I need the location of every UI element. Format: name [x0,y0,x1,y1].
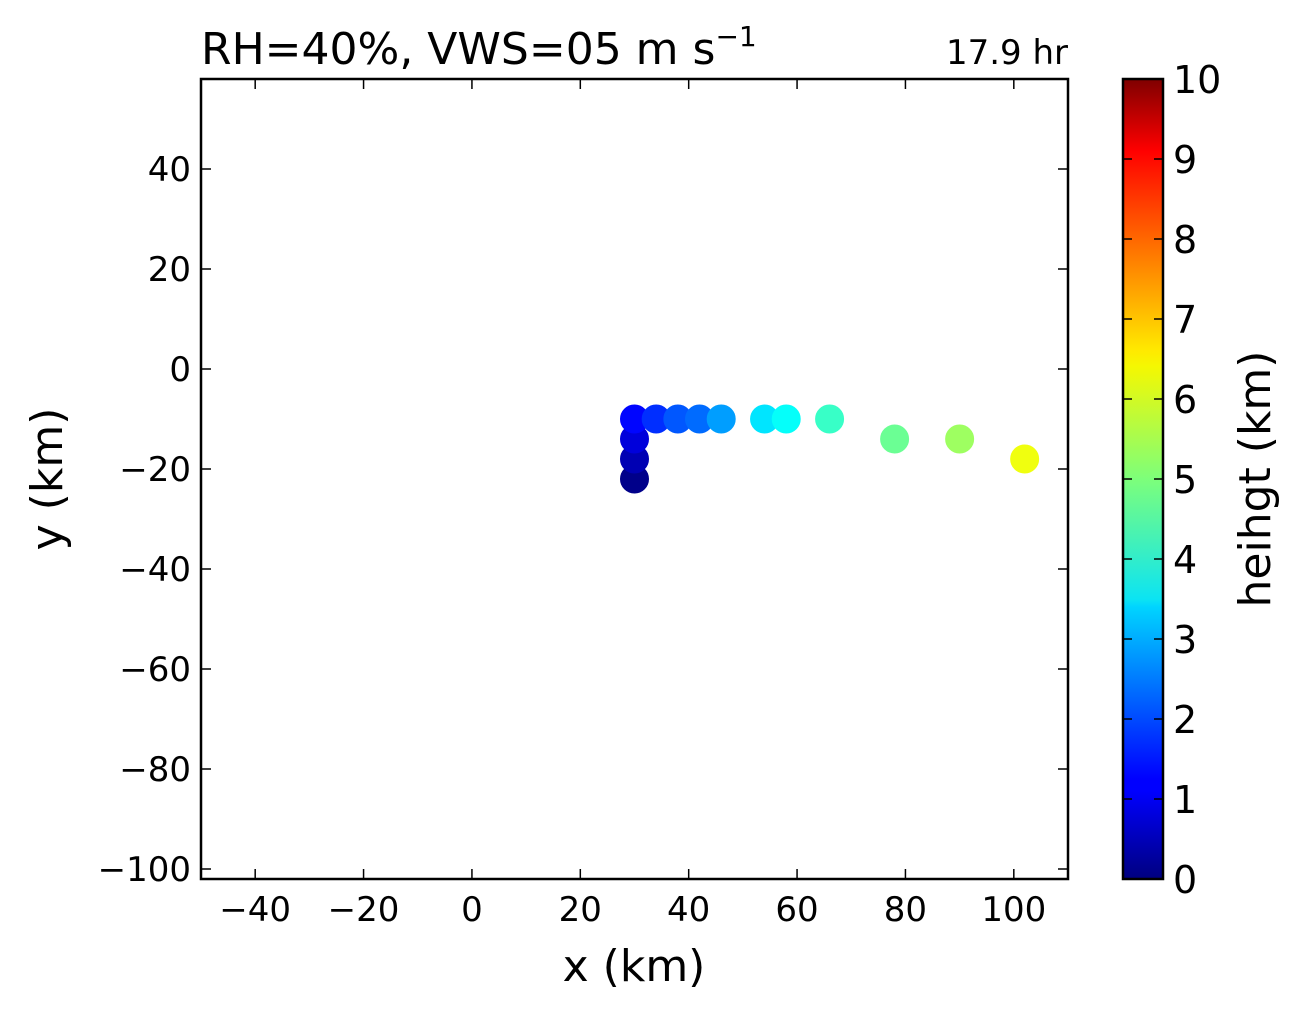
colorbar-tick-label: 1 [1173,778,1197,822]
y-tick-label: −60 [119,650,191,690]
time-annotation: 17.9 hr [946,33,1068,73]
plot-area: −40 −20 0 20 40 60 80 100 −100 −80 −60 −40 −20 0 20 40 [98,77,1070,930]
x-tick-label: 20 [559,890,602,930]
x-tick-label: 60 [775,890,818,930]
colorbar-tick-label: 0 [1173,858,1197,902]
scatter-point [706,404,736,434]
scatter-point [771,404,801,434]
scatter-point [880,424,910,454]
x-axis: −40 −20 0 20 40 60 80 100 [219,79,1046,930]
colorbar-tick-label: 2 [1173,698,1197,742]
y-axis-label: y (km) [22,408,73,551]
colorbar-tick-label: 3 [1173,618,1197,662]
y-tick-label: −80 [119,750,191,790]
colorbar-tick-label: 8 [1173,218,1197,262]
scatter-point [815,404,845,434]
x-axis-label: x (km) [563,941,706,992]
colorbar-tick-label: 7 [1173,298,1197,342]
y-tick-label: −40 [119,550,191,590]
x-tick-label: −40 [219,890,291,930]
colorbar-tick-label: 9 [1173,138,1197,182]
y-tick-label: 0 [169,350,191,390]
y-axis: −100 −80 −60 −40 −20 0 20 40 [98,150,1068,890]
colorbar-tick-label: 10 [1173,58,1221,102]
colorbar: 0 1 2 3 4 5 6 7 8 9 10 heihgt (km) [1121,58,1281,902]
colorbar-ticks: 0 1 2 3 4 5 6 7 8 9 10 [1123,58,1221,902]
chart-title: RH=40%, VWS=05 m s−1 [201,20,757,75]
plot-frame [199,77,1070,881]
x-tick-label: 100 [981,890,1046,930]
scatter-point [945,424,975,454]
colorbar-tick-label: 4 [1173,538,1197,582]
y-tick-label: −20 [119,450,191,490]
y-tick-label: −100 [98,850,191,890]
colorbar-label: heihgt (km) [1230,351,1281,608]
scatter-points [620,404,1040,494]
x-tick-label: −20 [328,890,400,930]
colorbar-tick-label: 6 [1173,378,1197,422]
y-tick-label: 20 [148,250,191,290]
x-tick-label: 0 [461,890,483,930]
scatter-point [1010,444,1040,474]
colorbar-tick-label: 5 [1173,458,1197,502]
x-tick-label: 80 [884,890,927,930]
x-tick-label: 40 [667,890,710,930]
y-tick-label: 40 [148,150,191,190]
